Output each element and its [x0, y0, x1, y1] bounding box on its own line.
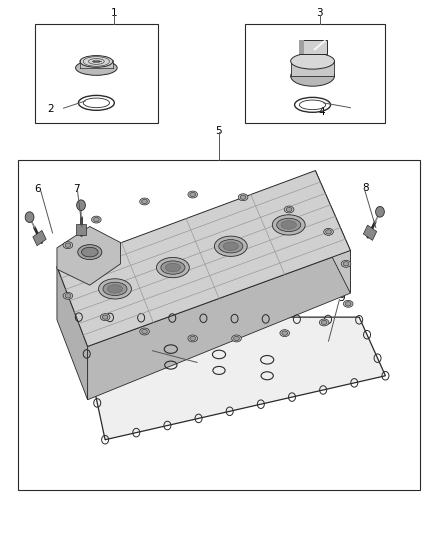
Ellipse shape [102, 315, 108, 319]
Ellipse shape [277, 219, 301, 232]
Ellipse shape [140, 328, 149, 335]
Bar [80, 60, 113, 68]
Text: 4: 4 [318, 107, 325, 117]
Ellipse shape [94, 217, 99, 222]
Ellipse shape [232, 335, 241, 342]
Ellipse shape [63, 242, 73, 248]
Text: 7: 7 [73, 184, 80, 194]
Ellipse shape [165, 263, 180, 272]
Polygon shape [57, 227, 120, 285]
Ellipse shape [341, 260, 351, 267]
Ellipse shape [324, 229, 333, 236]
Ellipse shape [65, 294, 71, 298]
Ellipse shape [65, 243, 71, 247]
Ellipse shape [280, 329, 290, 337]
Ellipse shape [78, 245, 102, 260]
Bar [35, 24, 158, 123]
Ellipse shape [63, 292, 73, 300]
Ellipse shape [346, 302, 351, 306]
Ellipse shape [92, 216, 101, 223]
Polygon shape [364, 225, 377, 240]
Text: 9: 9 [338, 294, 345, 303]
Ellipse shape [142, 199, 148, 204]
Ellipse shape [223, 242, 238, 251]
Ellipse shape [284, 206, 294, 213]
Ellipse shape [240, 195, 246, 199]
Ellipse shape [107, 285, 123, 293]
Ellipse shape [282, 331, 287, 335]
Bar [291, 61, 335, 76]
Ellipse shape [188, 191, 198, 198]
Ellipse shape [291, 66, 335, 86]
Ellipse shape [234, 336, 239, 341]
Ellipse shape [343, 301, 353, 307]
Polygon shape [315, 171, 350, 293]
Ellipse shape [156, 257, 189, 278]
Polygon shape [33, 230, 46, 246]
Ellipse shape [99, 279, 131, 299]
Ellipse shape [161, 261, 185, 274]
Ellipse shape [272, 215, 305, 235]
Polygon shape [299, 40, 304, 54]
Text: 8: 8 [362, 183, 369, 192]
Circle shape [77, 200, 85, 211]
Text: 6: 6 [34, 184, 41, 194]
Ellipse shape [319, 319, 329, 326]
Ellipse shape [286, 207, 292, 212]
Ellipse shape [142, 329, 148, 334]
Circle shape [375, 206, 384, 217]
Polygon shape [76, 224, 86, 235]
Polygon shape [57, 171, 350, 346]
Bar [18, 160, 420, 490]
Ellipse shape [190, 192, 195, 197]
Ellipse shape [103, 282, 127, 295]
Polygon shape [88, 251, 350, 400]
Ellipse shape [140, 198, 149, 205]
Polygon shape [299, 40, 327, 54]
Ellipse shape [81, 247, 98, 257]
Polygon shape [79, 317, 385, 440]
Ellipse shape [190, 336, 195, 341]
Ellipse shape [76, 60, 117, 75]
Text: 1: 1 [110, 9, 117, 18]
Ellipse shape [219, 239, 243, 253]
Ellipse shape [281, 221, 297, 229]
Ellipse shape [188, 335, 198, 342]
Ellipse shape [343, 262, 349, 266]
Ellipse shape [326, 230, 331, 234]
Ellipse shape [321, 320, 327, 325]
Ellipse shape [215, 236, 247, 256]
Text: 2: 2 [47, 104, 54, 114]
Text: 3: 3 [316, 9, 323, 18]
Ellipse shape [291, 53, 335, 69]
Circle shape [25, 212, 34, 222]
Text: 10: 10 [145, 344, 158, 354]
Polygon shape [57, 266, 88, 400]
Bar [245, 24, 385, 123]
Ellipse shape [238, 193, 248, 200]
Ellipse shape [80, 55, 113, 67]
Ellipse shape [100, 313, 110, 320]
Text: 5: 5 [215, 126, 223, 135]
